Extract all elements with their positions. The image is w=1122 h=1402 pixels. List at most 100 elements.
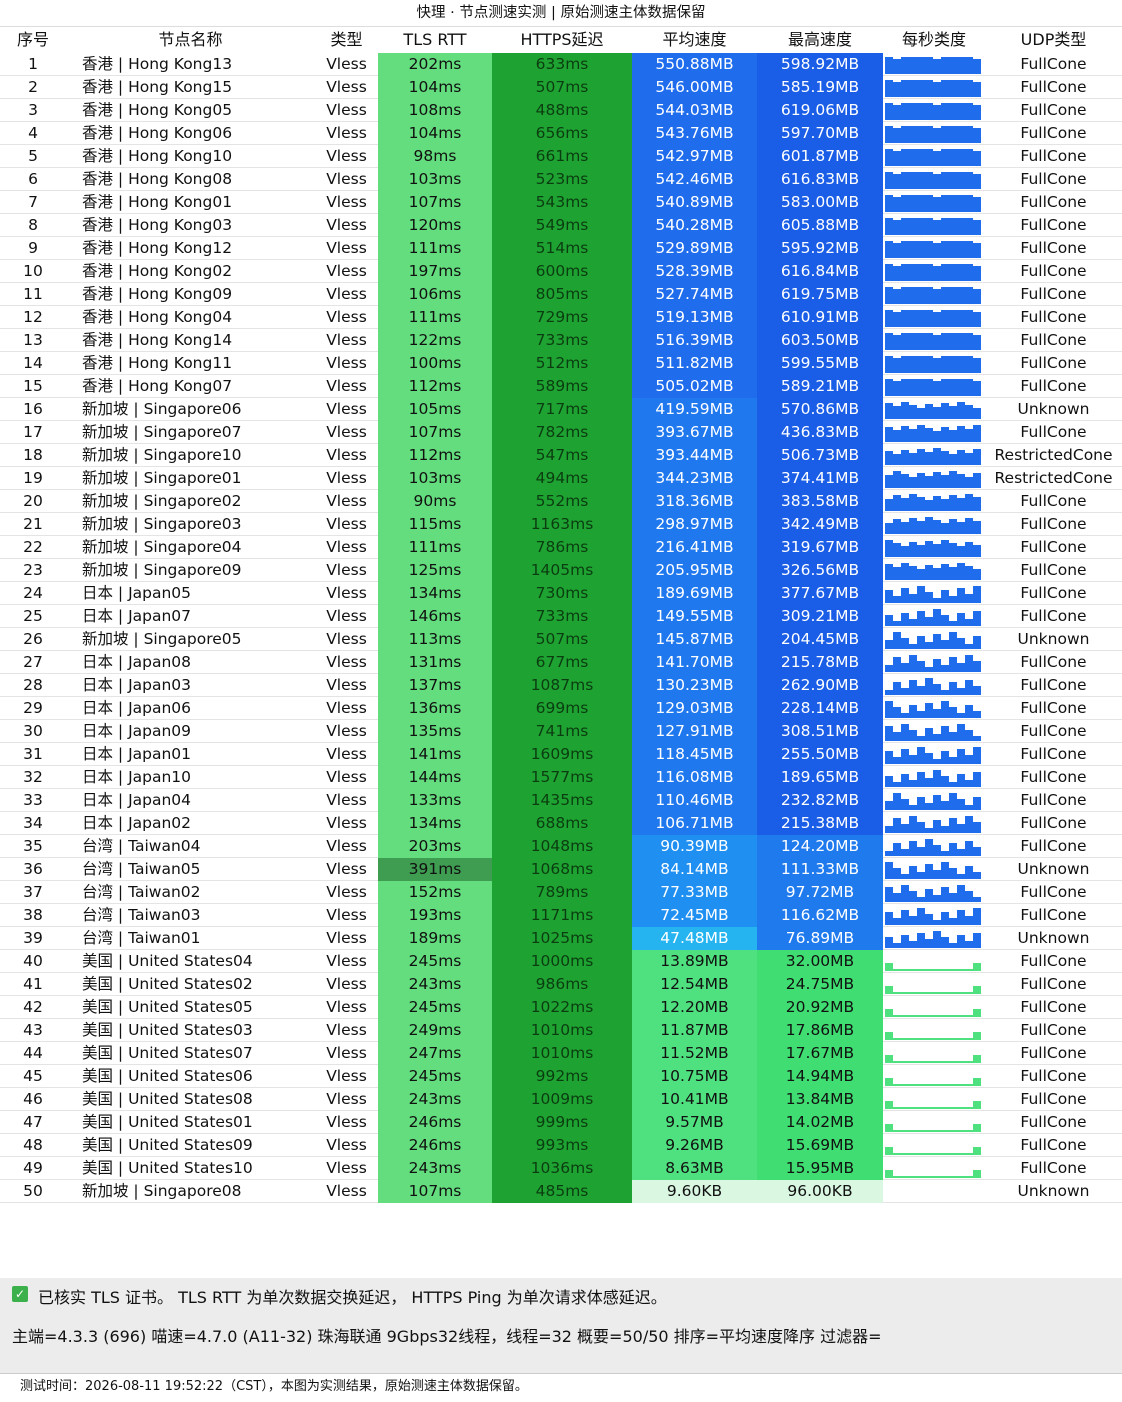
sparkline-segment (901, 824, 909, 833)
table-cell: 106ms (408, 285, 462, 303)
sparkline-segment (909, 149, 917, 166)
table-cell: 12.20MB (660, 998, 729, 1016)
table-cell: FullCone (1020, 791, 1087, 809)
sparkline-segment (973, 449, 981, 465)
cell-background (632, 720, 757, 743)
sparkline-segment (973, 1101, 981, 1109)
cell-background (757, 904, 883, 927)
sparkline-segment (965, 755, 973, 764)
cell-background (492, 122, 632, 145)
sparkline-segment (909, 310, 917, 327)
table-cell: 144ms (408, 768, 462, 786)
sparkline-segment (885, 1078, 893, 1086)
table-cell: FullCone (1020, 55, 1087, 73)
sparkline-segment (917, 356, 925, 373)
sparkline-segment (973, 381, 981, 396)
cell-background (632, 628, 757, 651)
sparkline-segment (909, 477, 917, 488)
sparkline-segment (901, 80, 909, 97)
table-cell: 137ms (408, 676, 462, 694)
table-cell: 610.91MB (780, 308, 860, 326)
sparkline-segment (957, 885, 965, 902)
cell-background (757, 1042, 883, 1065)
table-cell: 11.52MB (660, 1044, 729, 1062)
table-cell: 633ms (535, 55, 589, 73)
sparkline-segment (957, 724, 965, 741)
table-cell: 129.03MB (655, 699, 734, 717)
speed-sparkline (885, 446, 981, 465)
table-cell: 新加坡 | Singapore07 (82, 423, 242, 441)
sparkline-segment (885, 937, 893, 948)
sparkline-segment (957, 379, 965, 396)
table-cell: 506.73MB (780, 446, 860, 464)
table-cell: 152ms (408, 883, 462, 901)
cell-background (378, 53, 492, 76)
sparkline-segment (957, 1107, 965, 1109)
sparkline-segment (925, 1176, 933, 1178)
table-cell: Vless (326, 469, 367, 487)
sparkline-segment (885, 887, 893, 902)
cell-background (492, 168, 632, 191)
table-cell: 10.41MB (660, 1090, 729, 1108)
sparkline-segment (933, 598, 941, 603)
table-cell: 44 (23, 1044, 43, 1062)
table-cell: FullCone (1020, 952, 1087, 970)
sparkline-segment (901, 264, 909, 281)
table-cell: 993ms (535, 1136, 589, 1154)
sparkline-segment (917, 822, 925, 833)
table-cell: Vless (326, 193, 367, 211)
sparkline-segment (965, 969, 973, 971)
cell-background (632, 536, 757, 559)
sparkline-segment (909, 941, 917, 948)
sparkline-segment (925, 333, 933, 350)
sparkline-segment (965, 730, 973, 741)
sparkline-segment (973, 151, 981, 166)
speed-sparkline (885, 285, 981, 304)
cell-background (757, 743, 883, 766)
sparkline-segment (933, 431, 941, 442)
table-cell: 215.38MB (780, 814, 860, 832)
sparkline-segment (941, 333, 949, 350)
sparkline-segment (925, 753, 933, 764)
table-cell: Vless (326, 653, 367, 671)
sparkline-segment (965, 518, 973, 534)
table-cell: 741ms (535, 722, 589, 740)
sparkline-segment (909, 333, 917, 350)
table-cell: Unknown (1017, 400, 1090, 418)
table-cell: 193ms (408, 906, 462, 924)
cell-background (492, 214, 632, 237)
speed-sparkline (885, 1159, 981, 1178)
cell-background (378, 99, 492, 122)
sparkline-segment (917, 1107, 925, 1109)
table-cell: 519.13MB (655, 308, 734, 326)
cell-background (632, 582, 757, 605)
cell-background (632, 283, 757, 306)
sparkline-segment (925, 80, 933, 97)
sparkline-segment (925, 642, 933, 649)
table-cell: FullCone (1020, 285, 1087, 303)
table-cell: 542.46MB (655, 170, 734, 188)
sparkline-segment (957, 849, 965, 856)
table-cell: FullCone (1020, 883, 1087, 901)
sparkline-segment (949, 356, 957, 373)
table-cell: 97.72MB (785, 883, 855, 901)
table-cell: 616.84MB (780, 262, 860, 280)
cell-background (632, 973, 757, 996)
sparkline-segment (941, 523, 949, 534)
cell-background (492, 467, 632, 490)
table-cell: FullCone (1020, 906, 1087, 924)
sparkline-segment (909, 644, 917, 649)
sparkline-segment (933, 870, 941, 879)
table-cell: 189.69MB (655, 584, 734, 602)
sparkline-segment (949, 543, 957, 557)
table-cell: 540.89MB (655, 193, 734, 211)
sparkline-segment (909, 705, 917, 718)
cell-background (757, 651, 883, 674)
cell-background (378, 122, 492, 145)
cell-background (632, 1019, 757, 1042)
table-cell: 1068ms (530, 860, 594, 878)
table-cell: 228.14MB (780, 699, 860, 717)
sparkline-segment (901, 126, 909, 143)
sparkline-segment (949, 1130, 957, 1132)
speed-sparkline (885, 745, 981, 764)
